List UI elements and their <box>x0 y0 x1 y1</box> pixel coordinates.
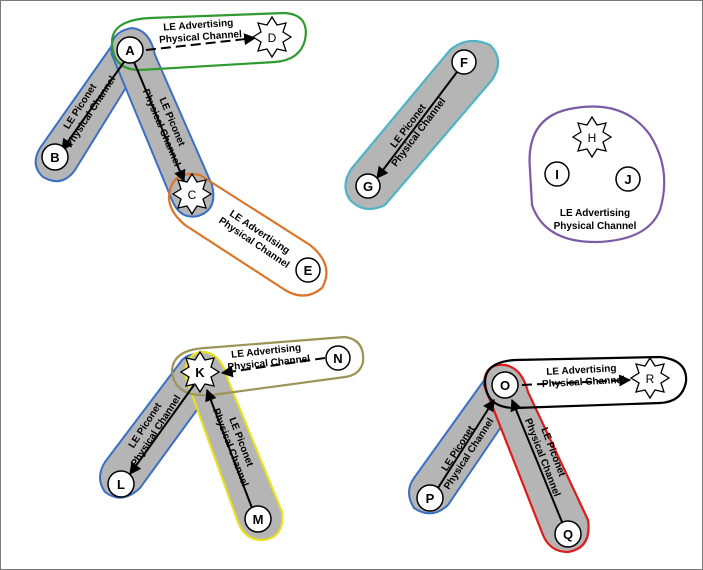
node-f-label: F <box>460 55 468 70</box>
node-m-label: M <box>253 512 264 527</box>
link-f-g <box>376 71 458 179</box>
node-q-label: Q <box>563 527 573 542</box>
svg-text:LE Advertising Physical Ch: LE Advertising Physical Channel <box>216 206 298 271</box>
node-c-label: C <box>188 188 197 202</box>
node-n-label: N <box>333 351 342 366</box>
advertising-region-hij <box>528 105 666 244</box>
node-f: F <box>451 49 477 75</box>
node-i: I <box>544 161 570 187</box>
node-o-label: O <box>500 378 510 393</box>
node-g: G <box>355 173 381 199</box>
node-e: E <box>295 257 321 283</box>
node-j: J <box>615 166 641 192</box>
node-o: O <box>491 371 519 399</box>
node-l: L <box>107 470 135 498</box>
node-d-label: D <box>268 31 277 45</box>
node-n: N <box>325 345 351 371</box>
link-a-b <box>61 61 125 151</box>
node-h: H <box>571 115 613 159</box>
link-m-k <box>205 388 253 509</box>
link-a-d <box>145 33 257 51</box>
advertising-label-hij-line1: LE Advertising <box>560 208 630 219</box>
node-b: B <box>41 143 69 171</box>
node-r: R <box>629 356 671 400</box>
node-m: M <box>244 505 272 533</box>
node-a-label: A <box>125 43 135 58</box>
link-o-r <box>521 374 632 387</box>
node-i-label: I <box>555 167 559 182</box>
link-q-o <box>510 398 563 523</box>
node-h-label: H <box>588 131 597 145</box>
advertising-region-kn <box>170 335 365 397</box>
node-k-label: K <box>195 365 205 380</box>
node-c: C <box>171 172 213 216</box>
svg-text:LE Advertising Physical Ch: LE Advertising Physical Channel <box>541 363 625 390</box>
link-k-l <box>129 384 195 475</box>
advertising-label-ad-line1: LE Advertising <box>163 18 234 34</box>
node-p: P <box>416 484 444 512</box>
node-e-label: E <box>304 263 313 278</box>
piconet-region-ac <box>110 26 215 218</box>
node-p-label: P <box>426 491 435 506</box>
link-p-o <box>437 398 495 489</box>
node-j-label: J <box>624 172 631 187</box>
node-b-label: B <box>50 150 59 165</box>
advertising-label-or-line1: LE Advertising <box>546 363 617 378</box>
advertising-label-hij-line2: Physical Channel <box>554 221 637 232</box>
node-l-label: L <box>117 477 125 492</box>
node-d: D <box>251 15 293 59</box>
node-q: Q <box>554 520 582 548</box>
node-g-label: G <box>363 179 373 194</box>
advertising-label-or-line2: Physical Channel <box>542 375 625 390</box>
advertising-region-ad <box>110 11 307 72</box>
link-n-k <box>220 357 326 378</box>
link-a-c <box>133 61 186 183</box>
advertising-region-or <box>483 355 688 410</box>
node-a: A <box>116 36 144 64</box>
advertising-region-ce <box>167 172 328 297</box>
node-r-label: R <box>646 372 655 386</box>
node-k: K <box>179 350 221 394</box>
